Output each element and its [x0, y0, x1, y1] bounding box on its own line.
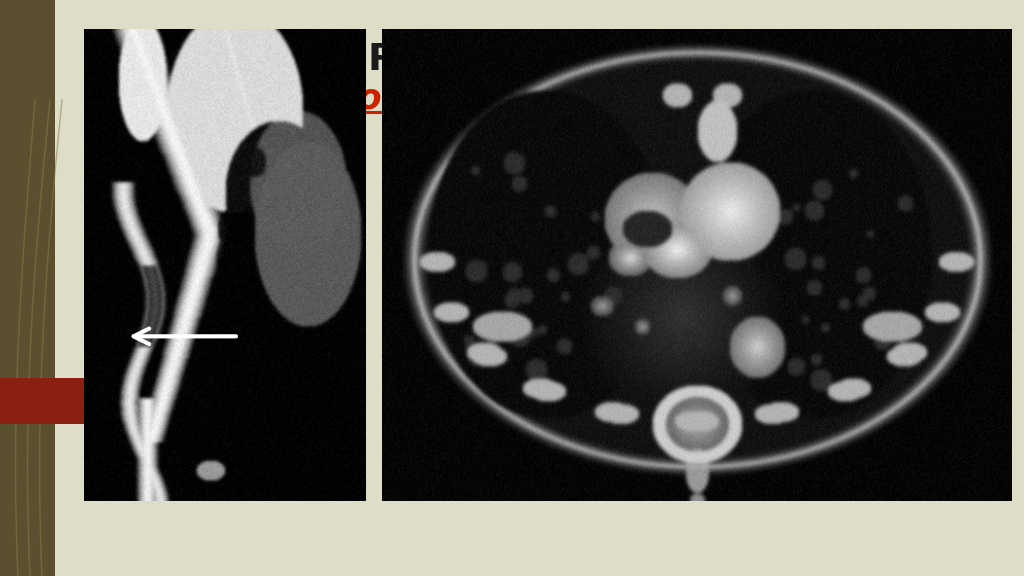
Polygon shape [0, 378, 168, 424]
Text: pulmonary embolism (PE): pulmonary embolism (PE) [260, 82, 764, 116]
Bar [0, 0, 55, 576]
Text: Abnormal Pulmonary angiography: Abnormal Pulmonary angiography [151, 42, 873, 78]
